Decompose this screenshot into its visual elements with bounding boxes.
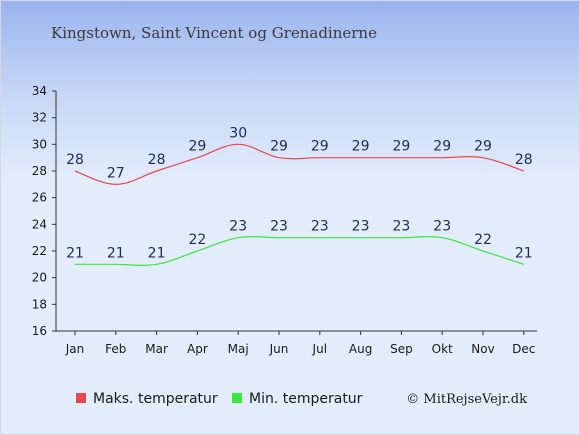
- min-temp-label: 23: [229, 219, 247, 235]
- max-temp-label: 28: [515, 152, 533, 168]
- y-tick-label: 26: [32, 191, 47, 205]
- x-tick-label: Jul: [312, 342, 327, 356]
- min-temp-label: 21: [515, 245, 533, 261]
- data-labels: 28 27 28 29 30 29 29 29 29 29 29 28 21 21 21 22 23 23 23 23…: [66, 125, 533, 261]
- legend: Maks. temperatur Min. temperatur: [76, 391, 363, 407]
- max-temp-label: 29: [433, 139, 451, 155]
- chart-title: Kingstown, Saint Vincent og Grenadinerne: [51, 24, 377, 42]
- min-temp-label: 21: [148, 245, 166, 261]
- min-temp-label: 23: [392, 219, 410, 235]
- axes: 16 18 20 22 24 26 28 30 32 34 Jan Feb Mar Apr Maj Jun Ju…: [32, 84, 537, 356]
- max-temp-label: 29: [474, 139, 492, 155]
- max-temp-label: 30: [229, 125, 247, 141]
- min-temp-label: 22: [474, 232, 492, 248]
- max-temperature-line: [74, 143, 524, 185]
- x-tick-label: Aug: [349, 342, 372, 356]
- legend-swatch-max: [76, 393, 86, 403]
- max-temp-label: 28: [66, 152, 84, 168]
- min-temp-label: 21: [107, 245, 125, 261]
- legend-label-max: Maks. temperatur: [93, 391, 218, 407]
- x-tick-label: Mar: [145, 342, 168, 356]
- y-tick-label: 34: [32, 84, 47, 98]
- legend-label-min: Min. temperatur: [249, 391, 363, 407]
- min-temp-label: 22: [188, 232, 206, 248]
- x-tick-label: Nov: [471, 342, 494, 356]
- min-temp-label: 23: [270, 219, 288, 235]
- x-tick-label: Jan: [65, 342, 85, 356]
- min-temp-label: 23: [433, 219, 451, 235]
- y-tick-label: 28: [32, 164, 47, 178]
- y-tick-label: 16: [32, 324, 47, 338]
- max-temp-label: 27: [107, 165, 125, 181]
- max-temp-label: 29: [392, 139, 410, 155]
- credit-text: © MitRejseVejr.dk: [406, 392, 527, 407]
- legend-swatch-min: [232, 393, 242, 403]
- x-tick-label: Apr: [187, 342, 208, 356]
- max-temp-label: 29: [188, 139, 206, 155]
- x-tick-label: Okt: [432, 342, 453, 356]
- x-tick-label: Jun: [269, 342, 289, 356]
- x-tick-label: Dec: [512, 342, 535, 356]
- y-tick-label: 22: [32, 244, 47, 258]
- max-temp-label: 28: [148, 152, 166, 168]
- x-tick-label: Maj: [228, 342, 249, 356]
- x-tick-label: Feb: [105, 342, 126, 356]
- x-tick-label: Sep: [390, 342, 413, 356]
- min-temp-label: 23: [352, 219, 370, 235]
- y-tick-label: 30: [32, 137, 47, 151]
- max-temp-label: 29: [270, 139, 288, 155]
- y-tick-label: 32: [32, 111, 47, 125]
- y-tick-label: 18: [32, 297, 47, 311]
- y-tick-label: 20: [32, 271, 47, 285]
- min-temperature-line: [75, 236, 524, 266]
- min-temp-label: 23: [311, 219, 329, 235]
- min-temp-label: 21: [66, 245, 84, 261]
- y-tick-label: 24: [32, 217, 47, 231]
- max-temp-label: 29: [311, 139, 329, 155]
- series-layer: [74, 143, 524, 266]
- max-temp-label: 29: [352, 139, 370, 155]
